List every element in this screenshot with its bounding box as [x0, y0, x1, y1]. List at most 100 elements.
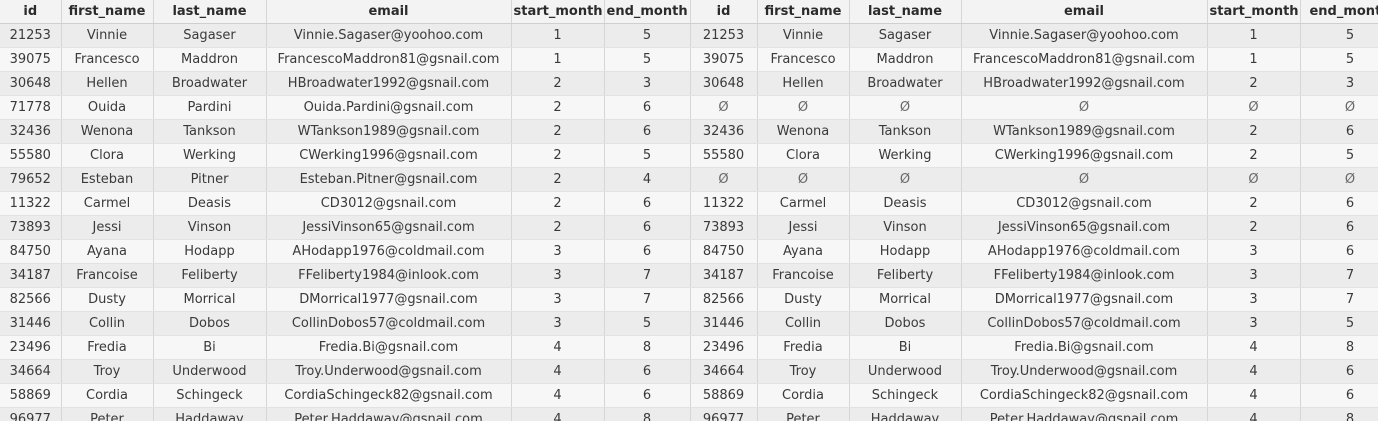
- cell-last-name[interactable]: Broadwater: [153, 71, 267, 96]
- table-row[interactable]: 71778 Ouida Pardini Ouida.Pardini@gsnail.co…: [0, 95, 1378, 120]
- cell-first-name[interactable]: Clora: [61, 143, 154, 168]
- cell-start-month[interactable]: 4: [1207, 383, 1301, 408]
- column-header-id[interactable]: id: [0, 0, 62, 24]
- table-row[interactable]: 11322 Carmel Deasis CD3012@gsnail.com 2 6 1132…: [0, 191, 1378, 216]
- cell-email[interactable]: CD3012@gsnail.com: [961, 191, 1208, 216]
- table-row[interactable]: 23496 Fredia Bi Fredia.Bi@gsnail.com 4 8 23496…: [0, 335, 1378, 360]
- cell-end-month[interactable]: 5: [604, 311, 691, 336]
- cell-first-name[interactable]: Hellen: [757, 71, 850, 96]
- table-row[interactable]: 73893 Jessi Vinson JessiVinson65@gsnail.com…: [0, 215, 1378, 240]
- cell-email[interactable]: CollinDobos57@coldmail.com: [266, 311, 512, 336]
- cell-start-month[interactable]: 4: [511, 407, 605, 421]
- cell-first-name[interactable]: Francoise: [757, 263, 850, 288]
- column-header-last-name[interactable]: last_name: [153, 0, 267, 24]
- cell-start-month[interactable]: 4: [511, 383, 605, 408]
- cell-end-month[interactable]: Ø: [1300, 167, 1378, 192]
- cell-email[interactable]: Esteban.Pitner@gsnail.com: [266, 167, 512, 192]
- cell-last-name[interactable]: Broadwater: [849, 71, 962, 96]
- cell-id[interactable]: 34664: [0, 359, 62, 384]
- cell-first-name[interactable]: Cordia: [61, 383, 154, 408]
- table-row[interactable]: 31446 Collin Dobos CollinDobos57@coldmail.c…: [0, 311, 1378, 336]
- cell-start-month[interactable]: 1: [511, 23, 605, 48]
- cell-last-name[interactable]: Schingeck: [153, 383, 267, 408]
- table-row[interactable]: 82566 Dusty Morrical DMorrical1977@gsnail.c…: [0, 287, 1378, 312]
- cell-end-month[interactable]: 7: [604, 287, 691, 312]
- cell-end-month[interactable]: 6: [604, 119, 691, 144]
- column-header-email[interactable]: email: [266, 0, 512, 24]
- table-row[interactable]: 79652 Esteban Pitner Esteban.Pitner@gsnail.…: [0, 167, 1378, 192]
- cell-id[interactable]: 96977: [0, 407, 62, 421]
- column-header-last-name[interactable]: last_name: [849, 0, 962, 24]
- cell-id[interactable]: 34187: [0, 263, 62, 288]
- cell-start-month[interactable]: 3: [1207, 263, 1301, 288]
- cell-id[interactable]: 32436: [0, 119, 62, 144]
- cell-start-month[interactable]: 3: [1207, 287, 1301, 312]
- cell-end-month[interactable]: 6: [1300, 359, 1378, 384]
- cell-end-month[interactable]: 3: [604, 71, 691, 96]
- column-header-first-name[interactable]: first_name: [757, 0, 850, 24]
- cell-id[interactable]: 55580: [0, 143, 62, 168]
- cell-first-name[interactable]: Vinnie: [757, 23, 850, 48]
- cell-id[interactable]: Ø: [690, 167, 758, 192]
- cell-email[interactable]: HBroadwater1992@gsnail.com: [961, 71, 1208, 96]
- cell-email[interactable]: Fredia.Bi@gsnail.com: [266, 335, 512, 360]
- cell-end-month[interactable]: 5: [1300, 143, 1378, 168]
- cell-id[interactable]: 34187: [690, 263, 758, 288]
- cell-start-month[interactable]: 4: [1207, 335, 1301, 360]
- cell-first-name[interactable]: Collin: [61, 311, 154, 336]
- cell-first-name[interactable]: Francesco: [757, 47, 850, 72]
- cell-last-name[interactable]: Ø: [849, 95, 962, 120]
- cell-first-name[interactable]: Vinnie: [61, 23, 154, 48]
- cell-id[interactable]: 73893: [0, 215, 62, 240]
- cell-first-name[interactable]: Fredia: [61, 335, 154, 360]
- cell-end-month[interactable]: 7: [1300, 263, 1378, 288]
- cell-first-name[interactable]: Carmel: [757, 191, 850, 216]
- cell-first-name[interactable]: Collin: [757, 311, 850, 336]
- cell-first-name[interactable]: Jessi: [757, 215, 850, 240]
- cell-id[interactable]: 79652: [0, 167, 62, 192]
- cell-email[interactable]: CordiaSchingeck82@gsnail.com: [961, 383, 1208, 408]
- cell-email[interactable]: HBroadwater1992@gsnail.com: [266, 71, 512, 96]
- table-row[interactable]: 58869 Cordia Schingeck CordiaSchingeck82@gs…: [0, 383, 1378, 408]
- table-row[interactable]: 21253 Vinnie Sagaser Vinnie.Sagaser@yoohoo.…: [0, 23, 1378, 48]
- cell-last-name[interactable]: Schingeck: [849, 383, 962, 408]
- cell-end-month[interactable]: 5: [1300, 47, 1378, 72]
- cell-id[interactable]: 32436: [690, 119, 758, 144]
- table-row[interactable]: 84750 Ayana Hodapp AHodapp1976@coldmail.com…: [0, 239, 1378, 264]
- cell-email[interactable]: Peter.Haddaway@gsnail.com: [266, 407, 512, 421]
- cell-start-month[interactable]: 2: [1207, 71, 1301, 96]
- cell-email[interactable]: Vinnie.Sagaser@yoohoo.com: [266, 23, 512, 48]
- cell-id[interactable]: 11322: [690, 191, 758, 216]
- cell-start-month[interactable]: 3: [511, 239, 605, 264]
- cell-email[interactable]: JessiVinson65@gsnail.com: [266, 215, 512, 240]
- cell-last-name[interactable]: Dobos: [849, 311, 962, 336]
- cell-first-name[interactable]: Jessi: [61, 215, 154, 240]
- cell-last-name[interactable]: Haddaway: [153, 407, 267, 421]
- cell-start-month[interactable]: 2: [511, 71, 605, 96]
- cell-end-month[interactable]: 8: [604, 407, 691, 421]
- cell-start-month[interactable]: 4: [511, 359, 605, 384]
- cell-end-month[interactable]: 8: [1300, 407, 1378, 421]
- cell-id[interactable]: 71778: [0, 95, 62, 120]
- cell-id[interactable]: 39075: [690, 47, 758, 72]
- cell-end-month[interactable]: 8: [1300, 335, 1378, 360]
- cell-last-name[interactable]: Tankson: [153, 119, 267, 144]
- cell-last-name[interactable]: Underwood: [153, 359, 267, 384]
- cell-first-name[interactable]: Ø: [757, 95, 850, 120]
- cell-email[interactable]: CWerking1996@gsnail.com: [961, 143, 1208, 168]
- cell-last-name[interactable]: Pardini: [153, 95, 267, 120]
- cell-first-name[interactable]: Francesco: [61, 47, 154, 72]
- cell-end-month[interactable]: 8: [604, 335, 691, 360]
- cell-id[interactable]: 30648: [690, 71, 758, 96]
- cell-end-month[interactable]: 6: [604, 383, 691, 408]
- cell-last-name[interactable]: Ø: [849, 167, 962, 192]
- cell-last-name[interactable]: Hodapp: [153, 239, 267, 264]
- cell-id[interactable]: 58869: [0, 383, 62, 408]
- cell-start-month[interactable]: Ø: [1207, 95, 1301, 120]
- column-header-email[interactable]: email: [961, 0, 1208, 24]
- cell-id[interactable]: 58869: [690, 383, 758, 408]
- cell-email[interactable]: WTankson1989@gsnail.com: [961, 119, 1208, 144]
- cell-first-name[interactable]: Dusty: [757, 287, 850, 312]
- cell-end-month[interactable]: 6: [1300, 119, 1378, 144]
- cell-last-name[interactable]: Tankson: [849, 119, 962, 144]
